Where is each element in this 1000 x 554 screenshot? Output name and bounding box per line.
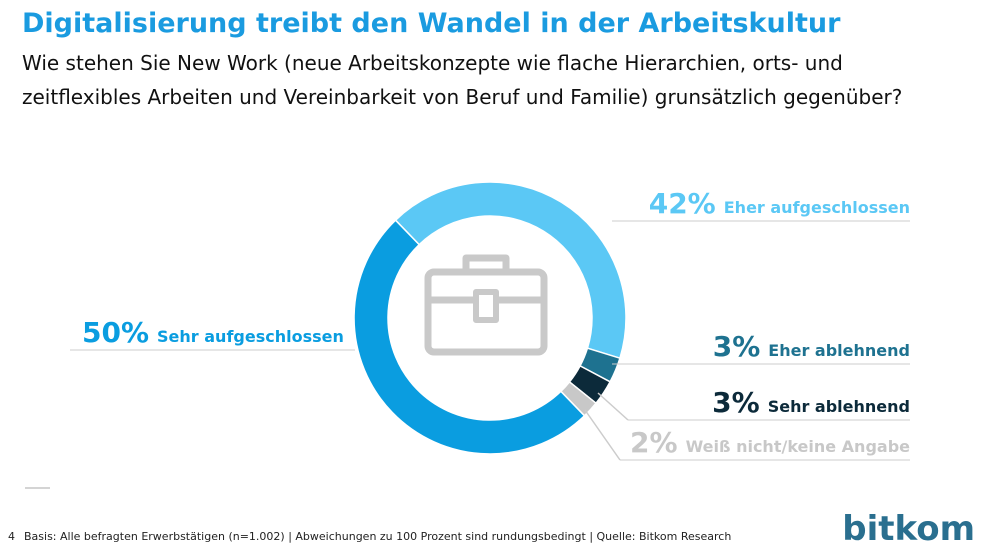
category-label: Eher aufgeschlossen [724, 198, 910, 217]
logo: bitkom [842, 509, 975, 549]
title: Digitalisierung treibt den Wandel in der… [22, 8, 841, 39]
value-label: 3% [712, 386, 760, 419]
category-label: Sehr ablehnend [768, 397, 910, 416]
category-label: Sehr aufgeschlossen [157, 327, 344, 346]
slice-label: 50% Sehr aufgeschlossen [82, 316, 344, 349]
briefcase-icon [424, 254, 548, 356]
donut-slice [353, 219, 586, 455]
subtitle-line: Wie stehen Sie New Work (neue Arbeitskon… [22, 51, 843, 75]
footnote: Basis: Alle befragten Erwerbstätigen (n=… [24, 530, 731, 543]
slice-label: 42% Eher aufgeschlossen [649, 187, 910, 220]
leader-line [584, 409, 621, 461]
page-number: 4 [8, 530, 15, 543]
value-label: 3% [713, 330, 761, 363]
value-label: 50% [82, 316, 149, 349]
slice-label: 3% Sehr ablehnend [712, 386, 910, 419]
category-label: Weiß nicht/keine Angabe [686, 437, 911, 456]
value-label: 2% [630, 426, 678, 459]
donut-slice [394, 181, 627, 360]
value-label: 42% [649, 187, 716, 220]
slice-label: 2% Weiß nicht/keine Angabe [630, 426, 910, 459]
category-label: Eher ablehnend [768, 341, 910, 360]
leader-line [597, 392, 629, 421]
subtitle-line: zeitflexibles Arbeiten und Vereinbarkeit… [22, 85, 902, 109]
slice-label: 3% Eher ablehnend [713, 330, 910, 363]
